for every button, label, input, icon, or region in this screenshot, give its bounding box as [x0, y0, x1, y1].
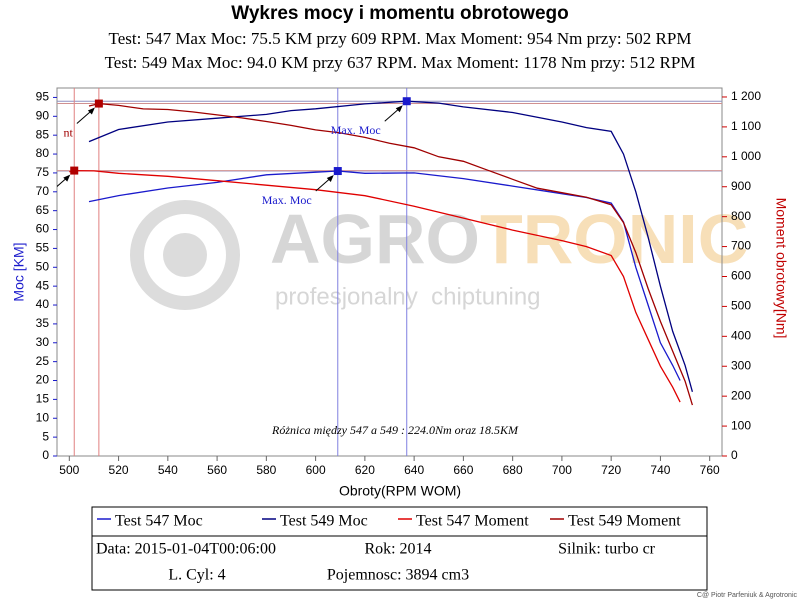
info-text: L. Cyl: 4 — [168, 567, 225, 584]
arrow-head — [395, 105, 403, 113]
y-tick-label: 35 — [36, 316, 50, 330]
arrow-head — [87, 107, 95, 115]
watermark-brand-b: TRONIC — [480, 200, 748, 278]
y-tick-label: 60 — [36, 222, 50, 236]
difference-note: Różnica między 547 a 549 : 224.0Nm oraz … — [271, 423, 519, 437]
info-text: Silnik: turbo cr — [558, 541, 656, 558]
legend-box — [91, 506, 708, 591]
legend-label: Test 547 Moment — [416, 513, 529, 530]
legend-label: Test 549 Moc — [280, 513, 368, 530]
series-line — [69, 169, 681, 403]
watermark-logo — [130, 200, 240, 310]
x-tick-label: 640 — [404, 463, 424, 477]
y-tick-label: 75 — [36, 165, 50, 179]
y-tick-label: 55 — [36, 241, 50, 255]
series-line — [88, 102, 694, 406]
subtitle: Test: 549 Max Moc: 94.0 KM przy 637 RPM.… — [105, 53, 696, 72]
arrow-head — [326, 175, 334, 183]
max-label: nt — [64, 125, 74, 139]
y-tick-label: 45 — [36, 278, 50, 292]
x-tick-label: 520 — [109, 463, 129, 477]
y-tick-label: 20 — [36, 373, 50, 387]
info-text: Pojemnosc: 3894 cm3 — [327, 567, 469, 584]
y-tick-label: 95 — [36, 90, 50, 104]
x-tick-label: 540 — [158, 463, 178, 477]
y-tick-label: 90 — [36, 108, 50, 122]
y2-tick-label: 1 200 — [731, 89, 761, 103]
info-text: Rok: 2014 — [364, 541, 431, 558]
arrow-head — [63, 174, 71, 182]
y-tick-label: 65 — [36, 203, 50, 217]
chart-title: Wykres mocy i momentu obrotowego — [231, 3, 568, 24]
y2-tick-label: 400 — [731, 328, 751, 342]
watermark-brand: AGROTRONIC — [270, 200, 748, 278]
x-tick-label: 660 — [453, 463, 473, 477]
watermark-tagline: profesjonalny chiptuning — [275, 283, 541, 310]
y2-tick-label: 900 — [731, 179, 751, 193]
max-marker — [94, 99, 103, 108]
x-tick-label: 600 — [306, 463, 326, 477]
x-axis-title: Obroty(RPM WOM) — [339, 483, 461, 499]
x-tick-label: 740 — [650, 463, 670, 477]
y2-tick-label: 800 — [731, 209, 751, 223]
y-tick-label: 50 — [36, 259, 50, 273]
max-marker — [70, 166, 79, 175]
y2-tick-label: 600 — [731, 269, 751, 283]
subtitle: Test: 547 Max Moc: 75.5 KM przy 609 RPM.… — [109, 29, 692, 48]
plot-area: Max. Moc Max. Moc nt — [57, 88, 722, 456]
x-tick-label: 720 — [601, 463, 621, 477]
watermark: AGROTRONIC profesjonalny chiptuning — [130, 200, 748, 310]
watermark-logo — [163, 233, 207, 277]
y-tick-label: 40 — [36, 297, 50, 311]
plot-frame — [56, 87, 723, 457]
y-tick-label: 10 — [36, 410, 50, 424]
max-label: Max. Moc — [331, 123, 381, 137]
y-tick-label: 70 — [36, 184, 50, 198]
y2-tick-label: 300 — [731, 358, 751, 372]
max-marker — [333, 167, 342, 176]
y-tick-label: 85 — [36, 127, 50, 141]
y-axis-title: Moc [KM] — [11, 242, 27, 301]
y-tick-label: 5 — [42, 429, 49, 443]
y-tick-label: 0 — [42, 448, 49, 462]
x-tick-label: 620 — [355, 463, 375, 477]
y-tick-label: 30 — [36, 335, 50, 349]
max-label: Max. Moc — [262, 193, 312, 207]
legend-label: Test 547 Moc — [115, 513, 203, 530]
info-text: Data: 2015-01-04T00:06:00 — [96, 541, 276, 558]
x-tick-label: 560 — [207, 463, 227, 477]
y-tick-label: 80 — [36, 146, 50, 160]
x-tick-label: 760 — [700, 463, 720, 477]
x-tick-label: 500 — [59, 463, 79, 477]
y-tick-label: 15 — [36, 392, 50, 406]
legend-label: Test 549 Moment — [568, 513, 681, 530]
max-marker — [402, 97, 411, 106]
x-tick-label: 580 — [256, 463, 276, 477]
y2-tick-label: 700 — [731, 239, 751, 253]
y2-tick-label: 100 — [731, 418, 751, 432]
x-tick-label: 700 — [552, 463, 572, 477]
y2-axis-title: Moment obrotowy[Nm] — [773, 198, 789, 339]
y2-tick-label: 500 — [731, 299, 751, 313]
watermark-brand-a: AGRO — [270, 200, 480, 278]
y2-tick-label: 0 — [731, 448, 738, 462]
y2-tick-label: 200 — [731, 388, 751, 402]
y2-tick-label: 1 100 — [731, 119, 761, 133]
x-tick-label: 680 — [503, 463, 523, 477]
y2-tick-label: 1 000 — [731, 149, 761, 163]
series-line — [88, 100, 694, 392]
y-tick-label: 25 — [36, 354, 50, 368]
credit: C@ Piotr Parfeniuk & Agrotronic — [697, 592, 798, 599]
